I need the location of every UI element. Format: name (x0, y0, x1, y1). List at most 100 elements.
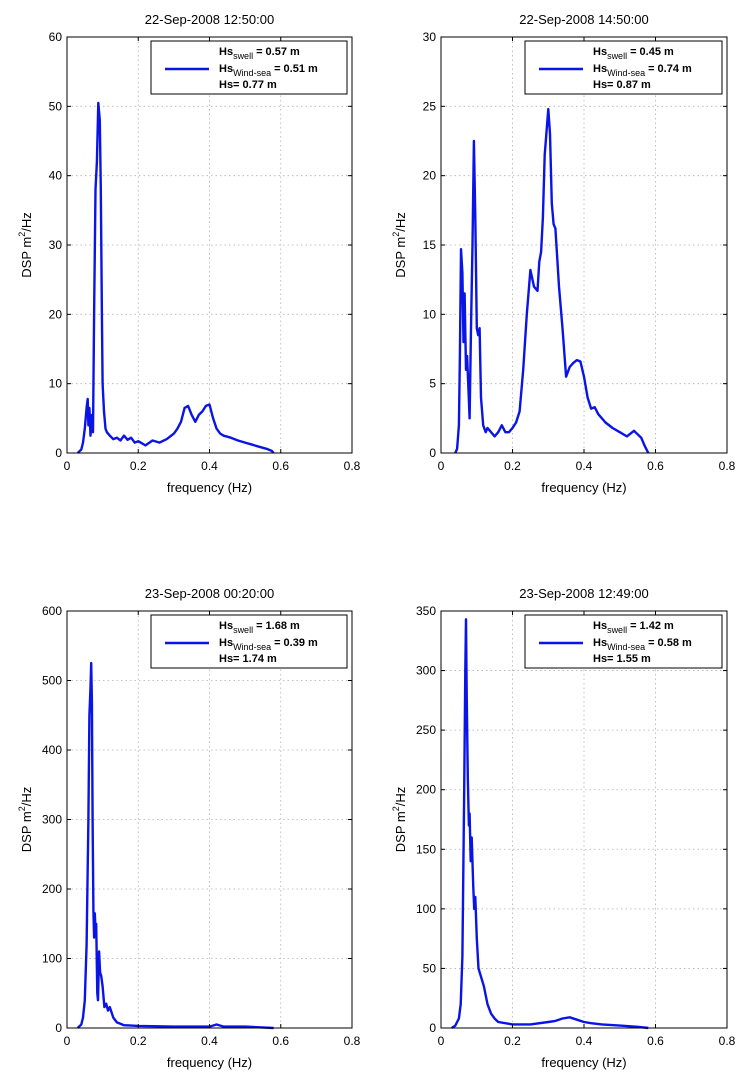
legend-swell-value: = 1.68 m (256, 620, 300, 632)
y-axis-label-main: DSP m (19, 237, 34, 278)
y-tick-label: 50 (423, 961, 437, 975)
legend-total-text: Hs= 1.55 m (593, 653, 651, 665)
chart-panel-1: 0 0.2 0.4 0.6 0.8 0 10 20 30 40 50 60 22-Sep-2008 12… (17, 12, 361, 495)
x-tick-label: 0.8 (719, 459, 736, 473)
chart-title: 23-Sep-2008 12:49:00 (519, 586, 648, 601)
x-tick-label: 0.2 (504, 459, 521, 473)
y-tick-label: 500 (42, 674, 62, 688)
y-tick-label: 100 (42, 952, 62, 966)
x-tick-label: 0.8 (719, 1034, 736, 1048)
chart-title: 22-Sep-2008 14:50:00 (519, 12, 648, 27)
y-tick-label: 100 (416, 902, 436, 916)
spectrum-series-line (76, 101, 275, 454)
legend-windsea-value: = 0.51 m (274, 63, 318, 75)
y-tick-label: 30 (49, 238, 63, 252)
legend-swell-label: Hs (219, 620, 233, 632)
legend-windsea-text: HsWind-sea = 0.58 m (593, 637, 692, 652)
x-tick-label: 0.2 (130, 459, 147, 473)
x-tick-label: 0.4 (201, 1034, 218, 1048)
legend-swell-text: Hsswell = 1.42 m (593, 620, 674, 635)
y-axis-label: DSP m2/Hz (17, 212, 34, 277)
y-tick-label: 250 (416, 723, 436, 737)
legend-swell-subscript: swell (233, 51, 253, 61)
x-tick-label: 0.8 (344, 1034, 361, 1048)
y-tick-label: 200 (416, 783, 436, 797)
legend-windsea-subscript: Wind-sea (607, 642, 645, 652)
x-axis-label: frequency (Hz) (167, 1055, 252, 1070)
legend-total-text: Hs= 1.74 m (219, 653, 277, 665)
legend-swell-subscript: swell (607, 625, 627, 635)
legend-windsea-text: HsWind-sea = 0.74 m (593, 63, 692, 78)
y-axis-label-main: DSP m (19, 811, 34, 852)
legend-box (524, 40, 723, 95)
legend-windsea-label: Hs (593, 63, 607, 75)
legend-swell-label: Hs (219, 46, 233, 58)
y-axis-label: DSP m2/Hz (391, 787, 408, 852)
legend-windsea-subscript: Wind-sea (607, 68, 645, 78)
y-tick-label: 350 (416, 604, 436, 618)
legend-total-text: Hs= 0.87 m (593, 79, 651, 91)
y-tick-label: 400 (42, 743, 62, 757)
y-tick-label: 300 (42, 813, 62, 827)
x-tick-label: 0.6 (272, 459, 289, 473)
x-tick-label: 0.4 (576, 459, 593, 473)
y-axis-label: DSP m2/Hz (17, 787, 34, 852)
legend-swell-text: Hsswell = 0.57 m (219, 46, 300, 61)
legend-swell-text: Hsswell = 0.45 m (593, 46, 674, 61)
y-tick-label: 5 (429, 377, 436, 391)
x-tick-label: 0 (438, 459, 445, 473)
legend-swell-value: = 1.42 m (630, 620, 674, 632)
legend-windsea-label: Hs (593, 637, 607, 649)
y-tick-label: 10 (423, 307, 437, 321)
y-tick-label: 10 (49, 377, 63, 391)
y-tick-label: 15 (423, 238, 437, 252)
legend-swell-subscript: swell (233, 625, 253, 635)
chart-panel-3: 0 0.2 0.4 0.6 0.8 0 100 200 300 400 500 600 23-Sep-2… (17, 586, 361, 1070)
y-tick-label: 0 (55, 446, 62, 460)
legend-windsea-value: = 0.74 m (648, 63, 692, 75)
spectrum-series-line (454, 107, 650, 454)
legend-windsea-value: = 0.39 m (274, 637, 318, 649)
y-tick-label: 60 (49, 30, 63, 44)
legend-swell-label: Hs (593, 46, 607, 58)
chart-title: 23-Sep-2008 00:20:00 (145, 586, 274, 601)
y-axis-label-main: DSP m (393, 811, 408, 852)
y-axis-label-superscript: 2 (17, 806, 27, 811)
legend-total-text: Hs= 0.77 m (219, 79, 277, 91)
y-axis-label-tail: /Hz (393, 787, 408, 807)
legend-swell-subscript: swell (607, 51, 627, 61)
x-tick-label: 0.6 (272, 1034, 289, 1048)
legend-windsea-subscript: Wind-sea (233, 642, 271, 652)
legend-windsea-text: HsWind-sea = 0.39 m (219, 637, 318, 652)
x-tick-label: 0.2 (130, 1034, 147, 1048)
x-axis-label: frequency (Hz) (541, 1055, 626, 1070)
y-axis-label-tail: /Hz (393, 212, 408, 232)
legend-box (524, 614, 723, 669)
y-axis-label-tail: /Hz (19, 787, 34, 807)
x-axis-label: frequency (Hz) (167, 480, 252, 495)
y-axis-label: DSP m2/Hz (391, 212, 408, 277)
x-axis-label: frequency (Hz) (541, 480, 626, 495)
y-tick-label: 25 (423, 99, 437, 113)
y-axis-label-superscript: 2 (391, 232, 401, 237)
legend-windsea-label: Hs (219, 637, 233, 649)
x-tick-label: 0.2 (504, 1034, 521, 1048)
spectrum-series-line (451, 618, 649, 1030)
legend-windsea-value: = 0.58 m (648, 637, 692, 649)
y-tick-label: 20 (423, 169, 437, 183)
chart-panel-2: 0 0.2 0.4 0.6 0.8 0 5 10 15 20 25 30 22-Sep-2008 14:… (391, 12, 736, 495)
x-tick-label: 0.6 (647, 459, 664, 473)
legend-swell-value: = 0.57 m (256, 46, 300, 58)
x-tick-label: 0.8 (344, 459, 361, 473)
y-axis-label-superscript: 2 (17, 232, 27, 237)
x-tick-label: 0.4 (576, 1034, 593, 1048)
legend-windsea-label: Hs (219, 63, 233, 75)
y-tick-label: 200 (42, 882, 62, 896)
legend-swell-label: Hs (593, 620, 607, 632)
y-tick-label: 0 (55, 1021, 62, 1035)
